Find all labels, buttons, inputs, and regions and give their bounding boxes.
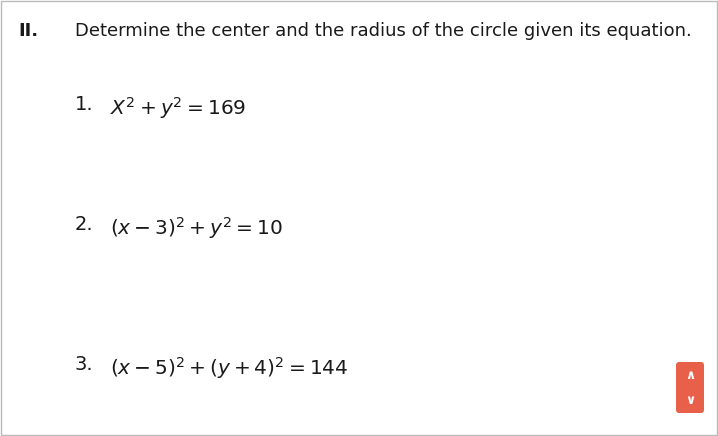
- Text: 1.: 1.: [75, 95, 93, 114]
- Text: $X^{2} + y^{2} = 169$: $X^{2} + y^{2} = 169$: [110, 95, 246, 121]
- FancyBboxPatch shape: [676, 362, 704, 413]
- Text: Determine the center and the radius of the circle given its equation.: Determine the center and the radius of t…: [75, 22, 691, 40]
- Text: ∨: ∨: [685, 394, 695, 406]
- Text: 3.: 3.: [75, 355, 93, 374]
- Text: $(x - 3)^{2} + y^{2} = 10$: $(x - 3)^{2} + y^{2} = 10$: [110, 215, 283, 241]
- Text: ∧: ∧: [685, 368, 695, 382]
- Text: II.: II.: [18, 22, 38, 40]
- Text: $(x - 5)^{2} + ( y + 4)^{2} = 144$: $(x - 5)^{2} + ( y + 4)^{2} = 144$: [110, 355, 348, 381]
- Text: 2.: 2.: [75, 215, 93, 234]
